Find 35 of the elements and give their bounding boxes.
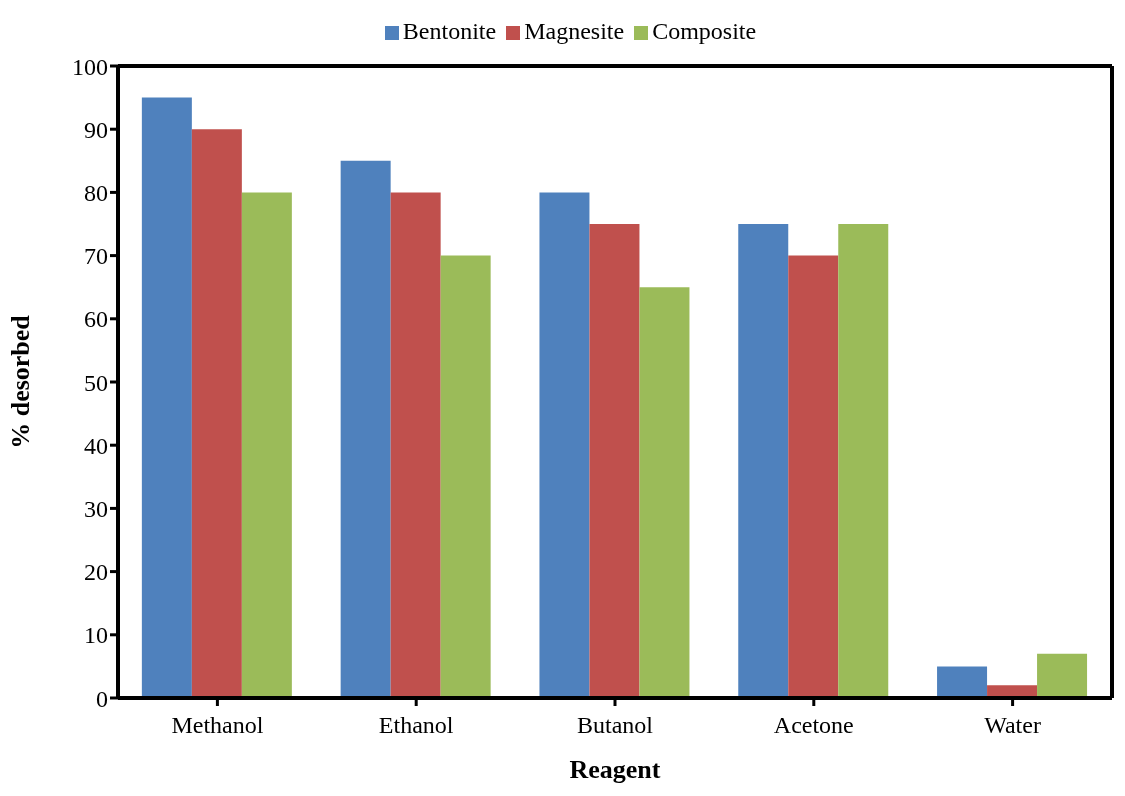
y-tick-label: 90 bbox=[84, 116, 108, 143]
bar bbox=[241, 192, 292, 698]
bar bbox=[937, 666, 988, 698]
y-tick-label: 70 bbox=[84, 243, 108, 270]
y-axis-title: % desorbed bbox=[6, 314, 36, 449]
y-tick-label: 0 bbox=[96, 685, 108, 712]
bar bbox=[440, 255, 491, 698]
x-tick-label: Ethanol bbox=[378, 712, 454, 739]
x-tick-label: Butanol bbox=[577, 712, 654, 739]
legend-label: Composite bbox=[652, 18, 757, 44]
y-tick-label: 10 bbox=[84, 622, 108, 649]
bar bbox=[340, 160, 391, 698]
bar bbox=[1037, 653, 1088, 698]
legend-label: Magnesite bbox=[524, 18, 625, 44]
y-tick-label: 40 bbox=[84, 432, 108, 459]
x-tick-label: Methanol bbox=[171, 712, 264, 739]
y-tick-label: 50 bbox=[84, 369, 108, 396]
bar bbox=[838, 224, 889, 698]
bar bbox=[589, 224, 640, 698]
x-tick-label: Water bbox=[984, 712, 1041, 739]
y-tick-label: 80 bbox=[84, 179, 108, 206]
bar bbox=[191, 129, 242, 698]
bar bbox=[738, 224, 789, 698]
bar bbox=[539, 192, 590, 698]
y-tick-label: 30 bbox=[84, 495, 108, 522]
bar bbox=[788, 255, 839, 698]
y-tick-label: 20 bbox=[84, 559, 108, 586]
legend-label: Bentonite bbox=[402, 18, 497, 44]
bar bbox=[639, 287, 690, 698]
bar bbox=[390, 192, 441, 698]
bar bbox=[141, 97, 192, 698]
x-axis-title: Reagent bbox=[569, 755, 661, 784]
y-tick-label: 60 bbox=[84, 306, 108, 333]
x-tick-label: Acetone bbox=[773, 712, 854, 739]
y-tick-label: 100 bbox=[72, 53, 108, 80]
